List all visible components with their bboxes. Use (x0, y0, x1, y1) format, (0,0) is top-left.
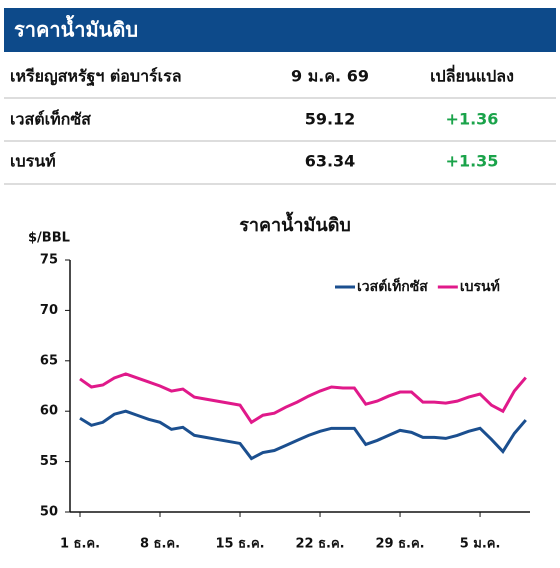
y-tick-label: 50 (40, 505, 58, 520)
y-tick-label: 65 (40, 353, 58, 368)
chart-title: ราคาน้ำมันดิบ (239, 211, 351, 236)
y-tick-label: 60 (40, 404, 58, 419)
x-tick-label: 8 ธ.ค. (140, 537, 180, 552)
series-line (79, 409, 527, 461)
row-label: เบรนท์ (10, 152, 56, 171)
x-tick-label: 22 ธ.ค. (295, 537, 344, 552)
legend-label: เบรนท์ (460, 278, 500, 295)
y-tick-label: 75 (40, 253, 58, 268)
header-title: ราคาน้ำมันดิบ (14, 15, 138, 42)
series-line (79, 372, 527, 425)
y-axis-label: $/BBL (28, 231, 70, 246)
row-label: เวสต์เท็กซัส (10, 108, 91, 129)
row-value: 63.34 (305, 152, 356, 171)
x-tick-label: 15 ธ.ค. (215, 537, 264, 552)
row-change: +1.36 (446, 110, 499, 129)
x-tick-label: 5 ม.ค. (460, 537, 501, 552)
x-tick-label: 29 ธ.ค. (375, 537, 424, 552)
column-header: เปลี่ยนแปลง (430, 65, 514, 86)
y-tick-label: 55 (40, 454, 58, 469)
row-change: +1.35 (446, 152, 499, 171)
row-value: 59.12 (305, 110, 356, 129)
column-header: เหรียญสหรัฐฯ ต่อบาร์เรล (10, 67, 182, 87)
x-tick-label: 1 ธ.ค. (60, 537, 100, 552)
legend-label: เวสต์เท็กซัส (357, 277, 428, 295)
header-bar (4, 8, 556, 52)
y-tick-label: 70 (40, 303, 58, 318)
column-header: 9 ม.ค. 69 (291, 67, 369, 86)
